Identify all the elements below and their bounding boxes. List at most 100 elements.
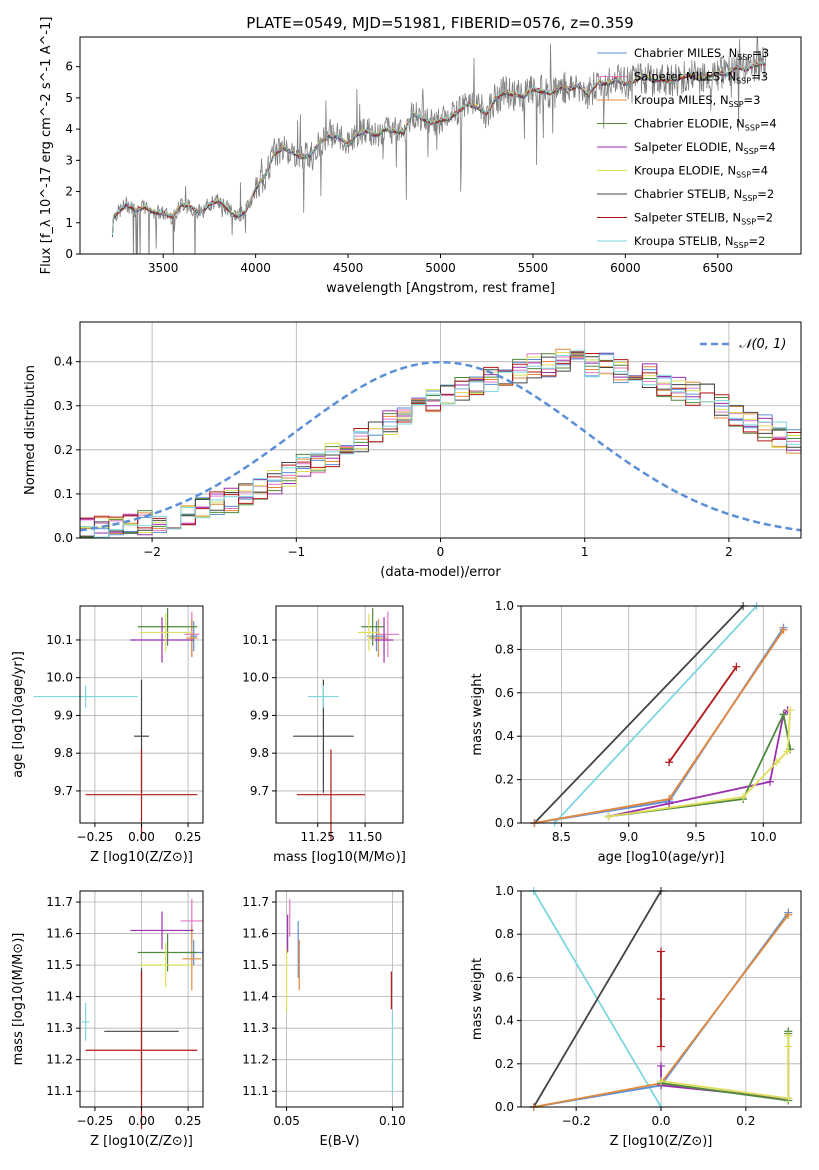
y-tick-label: 0.0 — [495, 816, 514, 830]
residual-histogram — [80, 353, 801, 536]
y-tick-label: 1.0 — [495, 884, 514, 898]
z-weight-panel: −0.2 0.0 0.2 0.0 0.2 0.4 0.6 0.8 1.0 Z [log10(Z/Z… — [470, 884, 802, 1149]
x-tick-label: 4500 — [333, 261, 364, 275]
y-tick-label: 4 — [65, 122, 73, 136]
x-tick-label: 5000 — [425, 261, 456, 275]
weight-line — [660, 1035, 790, 1100]
spectrum-model-line — [111, 62, 767, 235]
y-tick-label: 9.9 — [250, 708, 269, 722]
x-axis-label: Z [log10(Z/Z⊙)] — [90, 850, 193, 865]
weight-line — [533, 605, 744, 824]
y-tick-label: 3 — [65, 153, 73, 167]
y-tick-label: 11.7 — [46, 895, 73, 909]
age-weight-panel: 8.5 9.0 9.5 10.0 0.0 0.2 0.4 0.6 0.8 1.0 age [log1… — [470, 599, 802, 865]
errorbar-point — [130, 617, 194, 663]
legend-entry: Chabrier STELIB, NSSP=2 — [634, 187, 774, 203]
legend-entry: Kroupa MILES, NSSP=3 — [634, 93, 760, 109]
y-tick-label: 11.3 — [242, 1021, 269, 1035]
residuals-panel: −2 −1 0 1 2 0.0 0.1 0.2 0.3 0.4 (data-model)/error… — [23, 321, 802, 580]
errorbar-point — [189, 621, 198, 652]
y-tick-label: 9.9 — [54, 708, 73, 722]
y-tick-label: 0.4 — [495, 1014, 514, 1028]
y-tick-label: 1 — [65, 216, 73, 230]
legend-entry: Kroupa ELODIE, NSSP=4 — [634, 164, 768, 180]
axes-frame — [520, 605, 802, 824]
x-tick-label: −1 — [287, 545, 305, 559]
y-tick-label: 0 — [65, 247, 73, 261]
y-tick-label: 11.6 — [242, 927, 269, 941]
y-tick-label: 0.0 — [495, 1100, 514, 1114]
x-tick-label: 0.10 — [379, 1114, 406, 1128]
y-tick-label: 11.1 — [242, 1084, 269, 1098]
x-axis-label: Z [log10(Z/Z⊙)] — [610, 1134, 713, 1149]
weight-marker — [779, 710, 788, 719]
weight-line — [608, 711, 792, 818]
y-tick-label: 0.8 — [495, 927, 514, 941]
y-tick-label: 0.2 — [54, 443, 73, 457]
x-tick-label: 0.25 — [175, 1114, 202, 1128]
legend-entry: Chabrier MILES, NSSP=3 — [634, 46, 769, 62]
y-tick-label: 0.8 — [495, 642, 514, 656]
ebv-mass-panel: 0.05 0.10 11.1 11.2 11.3 11.4 11.5 11.6 11.7 E(B-… — [242, 890, 406, 1149]
x-axis-label: mass [log10(M/M⊙)] — [273, 850, 406, 865]
weight-marker — [657, 1061, 665, 1070]
residual-histogram — [80, 352, 801, 537]
weight-marker — [784, 910, 793, 919]
weight-line — [554, 605, 758, 824]
y-tick-label: 0.3 — [54, 399, 73, 413]
spectrum-panel: 3500 4000 4500 5000 5500 6000 6500 0 1 2 3 4 5 6 wavel… — [39, 17, 802, 296]
weight-marker — [665, 799, 674, 808]
x-tick-label: 2 — [725, 545, 733, 559]
y-tick-label: 2 — [65, 185, 73, 199]
y-tick-label: 11.5 — [46, 958, 73, 972]
x-tick-label: 0 — [437, 545, 445, 559]
errorbar-point — [368, 619, 388, 657]
spectrum-model-line — [111, 61, 767, 236]
z-age-panel: −0.25 0.00 0.25 9.7 9.8 9.9 10.0 10.1 Z [log10(Z… — [11, 605, 204, 865]
y-tick-label: 11.5 — [242, 958, 269, 972]
z-mass-panel: −0.25 0.00 0.25 11.1 11.2 11.3 11.4 11.5 11.6 11.… — [11, 890, 204, 1149]
y-tick-label: 10.0 — [242, 671, 269, 685]
gaussian-curve — [80, 360, 801, 532]
y-tick-label: 11.4 — [242, 990, 269, 1004]
errorbar-point — [308, 685, 339, 708]
errorbar-point — [296, 749, 366, 840]
y-tick-label: 9.7 — [250, 784, 269, 798]
errorbar-point — [139, 613, 192, 652]
y-tick-label: 0.2 — [495, 1057, 514, 1071]
x-tick-label: 8.5 — [552, 830, 571, 844]
y-axis-label: Flux [f_λ 10^-17 erg cm^-2 s^-1 A^-1] — [39, 17, 54, 275]
x-axis-label: wavelength [Angstrom, rest frame] — [326, 281, 555, 296]
y-tick-label: 0.4 — [495, 729, 514, 743]
spectrum-legend: Chabrier MILES, NSSP=3 Salpeter MILES, NS… — [597, 46, 777, 250]
legend-entry: Kroupa STELIB, NSSP=2 — [634, 234, 765, 250]
y-tick-label: 0.4 — [54, 355, 73, 369]
y-tick-label: 11.2 — [46, 1053, 73, 1067]
residual-histogram — [80, 352, 801, 538]
errorbar-point — [186, 619, 198, 657]
errorbar-point — [139, 943, 192, 988]
y-tick-label: 11.3 — [46, 1021, 73, 1035]
residual-plot-area — [80, 348, 801, 538]
errorbar-point — [361, 607, 385, 646]
weight-marker — [732, 662, 741, 671]
weight-line — [660, 1066, 789, 1100]
weight-marker — [657, 947, 665, 956]
axes-frame — [275, 605, 404, 824]
legend-entry: Chabrier ELODIE, NSSP=4 — [634, 117, 777, 133]
y-axis-label: mass weight — [470, 958, 485, 1040]
y-tick-label: 6 — [65, 60, 73, 74]
y-tick-label: 0.6 — [495, 686, 514, 700]
x-tick-label: −0.25 — [77, 1114, 114, 1128]
errorbar-point — [85, 971, 198, 1130]
x-tick-label: 5500 — [518, 261, 549, 275]
weight-marker — [657, 995, 665, 1003]
y-tick-label: 11.1 — [46, 1084, 73, 1098]
y-tick-label: 9.8 — [54, 746, 73, 760]
y-tick-label: 0.6 — [495, 970, 514, 984]
weight-marker — [786, 706, 795, 715]
residual-histogram — [80, 353, 801, 531]
weight-marker — [766, 777, 775, 786]
y-tick-label: 9.8 — [250, 746, 269, 760]
